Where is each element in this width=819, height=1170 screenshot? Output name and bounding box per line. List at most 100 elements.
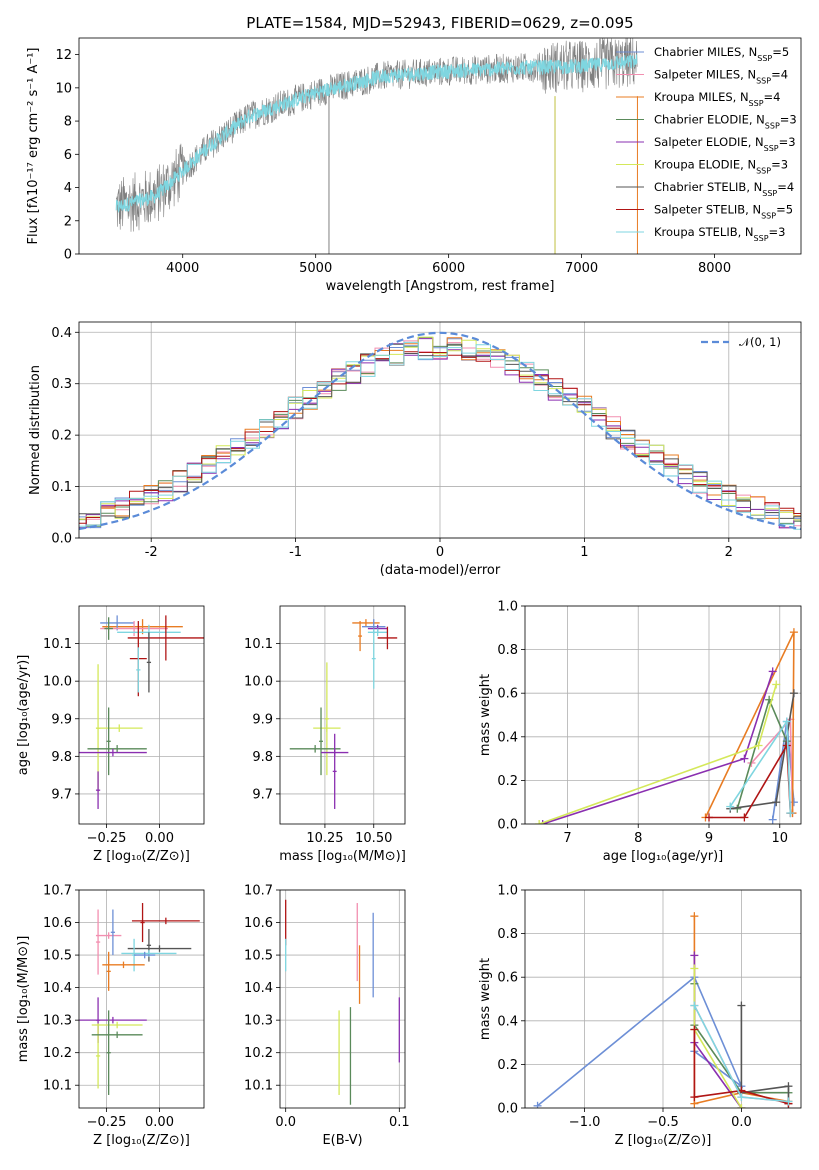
y-tick-label: 0.2 xyxy=(51,429,72,444)
x-tick-label: 0.00 xyxy=(145,831,174,846)
age_vs_mass-panel: 10.25 10.50 9.7 9.8 9.9 10.0 10.1 mass [log₁₀(M… xyxy=(244,605,406,864)
x-tick-label: 0.00 xyxy=(145,1115,174,1130)
x-tick-label: 0.0 xyxy=(275,1115,296,1130)
axes-frame xyxy=(524,605,802,825)
x-tick-label: 0.0 xyxy=(731,1115,752,1130)
y-tick-label: 0.0 xyxy=(497,818,518,833)
axes-frame xyxy=(78,321,802,539)
y-axis-label: Flux [fλ10⁻¹⁷ erg cm⁻² s⁻¹ A⁻¹] xyxy=(26,48,41,245)
weight_vs_Z-panel: −1.0 −0.5 0.0 0.0 0.2 0.4 0.6 0.8 1.0 Z [log₁₀(Z/… xyxy=(478,884,802,1148)
residual-histogram-panel: -2 -1 0 1 2 0.0 0.1 0.2 0.3 0.4 (data-model)/error… xyxy=(28,321,802,578)
model-spectrum-line xyxy=(115,54,638,213)
x-tick-label: −0.5 xyxy=(647,1115,679,1130)
y-tick-label: 9.7 xyxy=(252,787,273,802)
normal-reference-curve xyxy=(79,331,801,531)
y-axis-label: mass weight xyxy=(478,674,493,756)
y-tick-label: 0.2 xyxy=(497,774,518,789)
x-tick-label: -1 xyxy=(289,545,302,560)
weight-plot-area xyxy=(533,912,793,1108)
legend-label: Salpeter MILES, NSSP=4 xyxy=(654,68,788,86)
y-tick-label: 9.7 xyxy=(51,787,72,802)
y-tick-label: 10.7 xyxy=(43,884,72,899)
x-axis-label: mass [log₁₀(M/M⊙)] xyxy=(279,849,406,864)
y-tick-label: 0.6 xyxy=(497,971,518,986)
y-tick-label: 0.8 xyxy=(497,927,518,942)
x-axis-label: wavelength [Angstrom, rest frame] xyxy=(326,279,555,294)
x-tick-label: 1 xyxy=(580,545,588,560)
weight-series-line xyxy=(740,1005,790,1104)
x-tick-label: 8 xyxy=(634,831,642,846)
y-tick-label: 10.6 xyxy=(244,916,273,931)
mass_vs_Z-panel: −0.25 0.00 10.1 10.2 10.3 10.4 10.5 10.6 10.7 Z [… xyxy=(16,884,205,1148)
age_vs_Z-panel: −0.25 0.00 9.7 9.8 9.9 10.0 10.1 Z [log₁₀(Z/Z⊙)… xyxy=(16,605,205,864)
x-tick-label: 4000 xyxy=(166,261,199,276)
weight-series-line xyxy=(536,975,744,1107)
y-tick-label: 9.8 xyxy=(252,750,273,765)
x-tick-label: -2 xyxy=(145,545,158,560)
histogram-series xyxy=(79,341,801,530)
y-tick-label: 0.4 xyxy=(497,730,518,745)
x-axis-label: Z [log₁₀(Z/Z⊙)] xyxy=(93,849,190,864)
errorbar-plot-area xyxy=(289,619,398,809)
spectrum-panel: 4000 5000 6000 7000 8000 0 2 4 6 8 10 12 wavelength … xyxy=(26,37,802,294)
y-axis-label: mass [log₁₀(M/M⊙)] xyxy=(16,936,31,1063)
spectrum-plot-area xyxy=(115,38,638,254)
weight-plot-area xyxy=(535,628,798,824)
weight-series-line xyxy=(693,968,743,1108)
legend-label: Salpeter STELIB, NSSP=5 xyxy=(654,203,793,221)
y-tick-label: 0.0 xyxy=(51,532,72,547)
y-tick-label: 9.9 xyxy=(51,712,72,727)
y-tick-label: 10.4 xyxy=(244,981,273,996)
y-tick-label: 10.7 xyxy=(244,884,273,899)
y-tick-label: 10.6 xyxy=(43,916,72,931)
histogram-series xyxy=(79,338,801,529)
x-axis-label: Z [log₁₀(Z/Z⊙)] xyxy=(93,1133,190,1148)
y-tick-label: 0.8 xyxy=(497,643,518,658)
histogram-series xyxy=(79,336,801,521)
y-tick-label: 10.0 xyxy=(244,675,273,690)
y-axis-label: mass weight xyxy=(478,958,493,1040)
x-tick-label: 10.25 xyxy=(306,831,343,846)
x-tick-label: 10 xyxy=(771,831,788,846)
legend-label: Kroupa MILES, NSSP=4 xyxy=(654,90,780,108)
y-tick-label: 10.3 xyxy=(43,1014,72,1029)
x-tick-label: −1.0 xyxy=(569,1115,601,1130)
weight-series-line xyxy=(538,684,777,824)
x-tick-label: 5000 xyxy=(299,261,332,276)
y-tick-label: 10.4 xyxy=(43,981,72,996)
x-tick-label: 7000 xyxy=(565,261,598,276)
x-tick-label: 2 xyxy=(725,545,733,560)
y-tick-label: 0.6 xyxy=(497,687,518,702)
y-tick-label: 10.1 xyxy=(244,637,273,652)
legend-label: Chabrier ELODIE, NSSP=3 xyxy=(654,113,797,131)
x-tick-label: −0.25 xyxy=(87,831,127,846)
x-tick-label: 6000 xyxy=(432,261,465,276)
weight-series-line xyxy=(693,1029,789,1105)
weight_vs_age-panel: 7 8 9 10 0.0 0.2 0.4 0.6 0.8 1.0 age [log₁₀(age/yr… xyxy=(478,600,802,864)
y-tick-label: 0.3 xyxy=(51,377,72,392)
y-axis-label: age [log₁₀(age/yr)] xyxy=(16,655,31,776)
axes-frame xyxy=(524,889,802,1109)
y-tick-label: 9.8 xyxy=(51,750,72,765)
y-tick-label: 9.9 xyxy=(252,712,273,727)
x-tick-label: 0 xyxy=(436,545,444,560)
axes-frame xyxy=(78,889,205,1109)
y-tick-label: 10.1 xyxy=(244,1079,273,1094)
axes-frame xyxy=(78,37,802,255)
y-tick-label: 0 xyxy=(64,248,72,263)
x-axis-label: (data-model)/error xyxy=(380,563,501,578)
y-tick-label: 10.2 xyxy=(43,1046,72,1061)
x-axis-label: Z [log₁₀(Z/Z⊙)] xyxy=(615,1133,712,1148)
y-tick-label: 0.0 xyxy=(497,1102,518,1117)
x-tick-label: −0.25 xyxy=(87,1115,127,1130)
x-tick-label: 10.50 xyxy=(355,831,392,846)
y-tick-label: 10.1 xyxy=(43,637,72,652)
legend-label: Chabrier STELIB, NSSP=4 xyxy=(654,180,794,198)
y-tick-label: 1.0 xyxy=(497,600,518,615)
y-tick-label: 4 xyxy=(64,181,72,196)
errorbar-plot-area xyxy=(79,615,204,809)
y-axis-label: Normed distribution xyxy=(28,365,43,495)
x-axis-label: age [log₁₀(age/yr)] xyxy=(603,849,724,864)
y-tick-label: 10.3 xyxy=(244,1014,273,1029)
